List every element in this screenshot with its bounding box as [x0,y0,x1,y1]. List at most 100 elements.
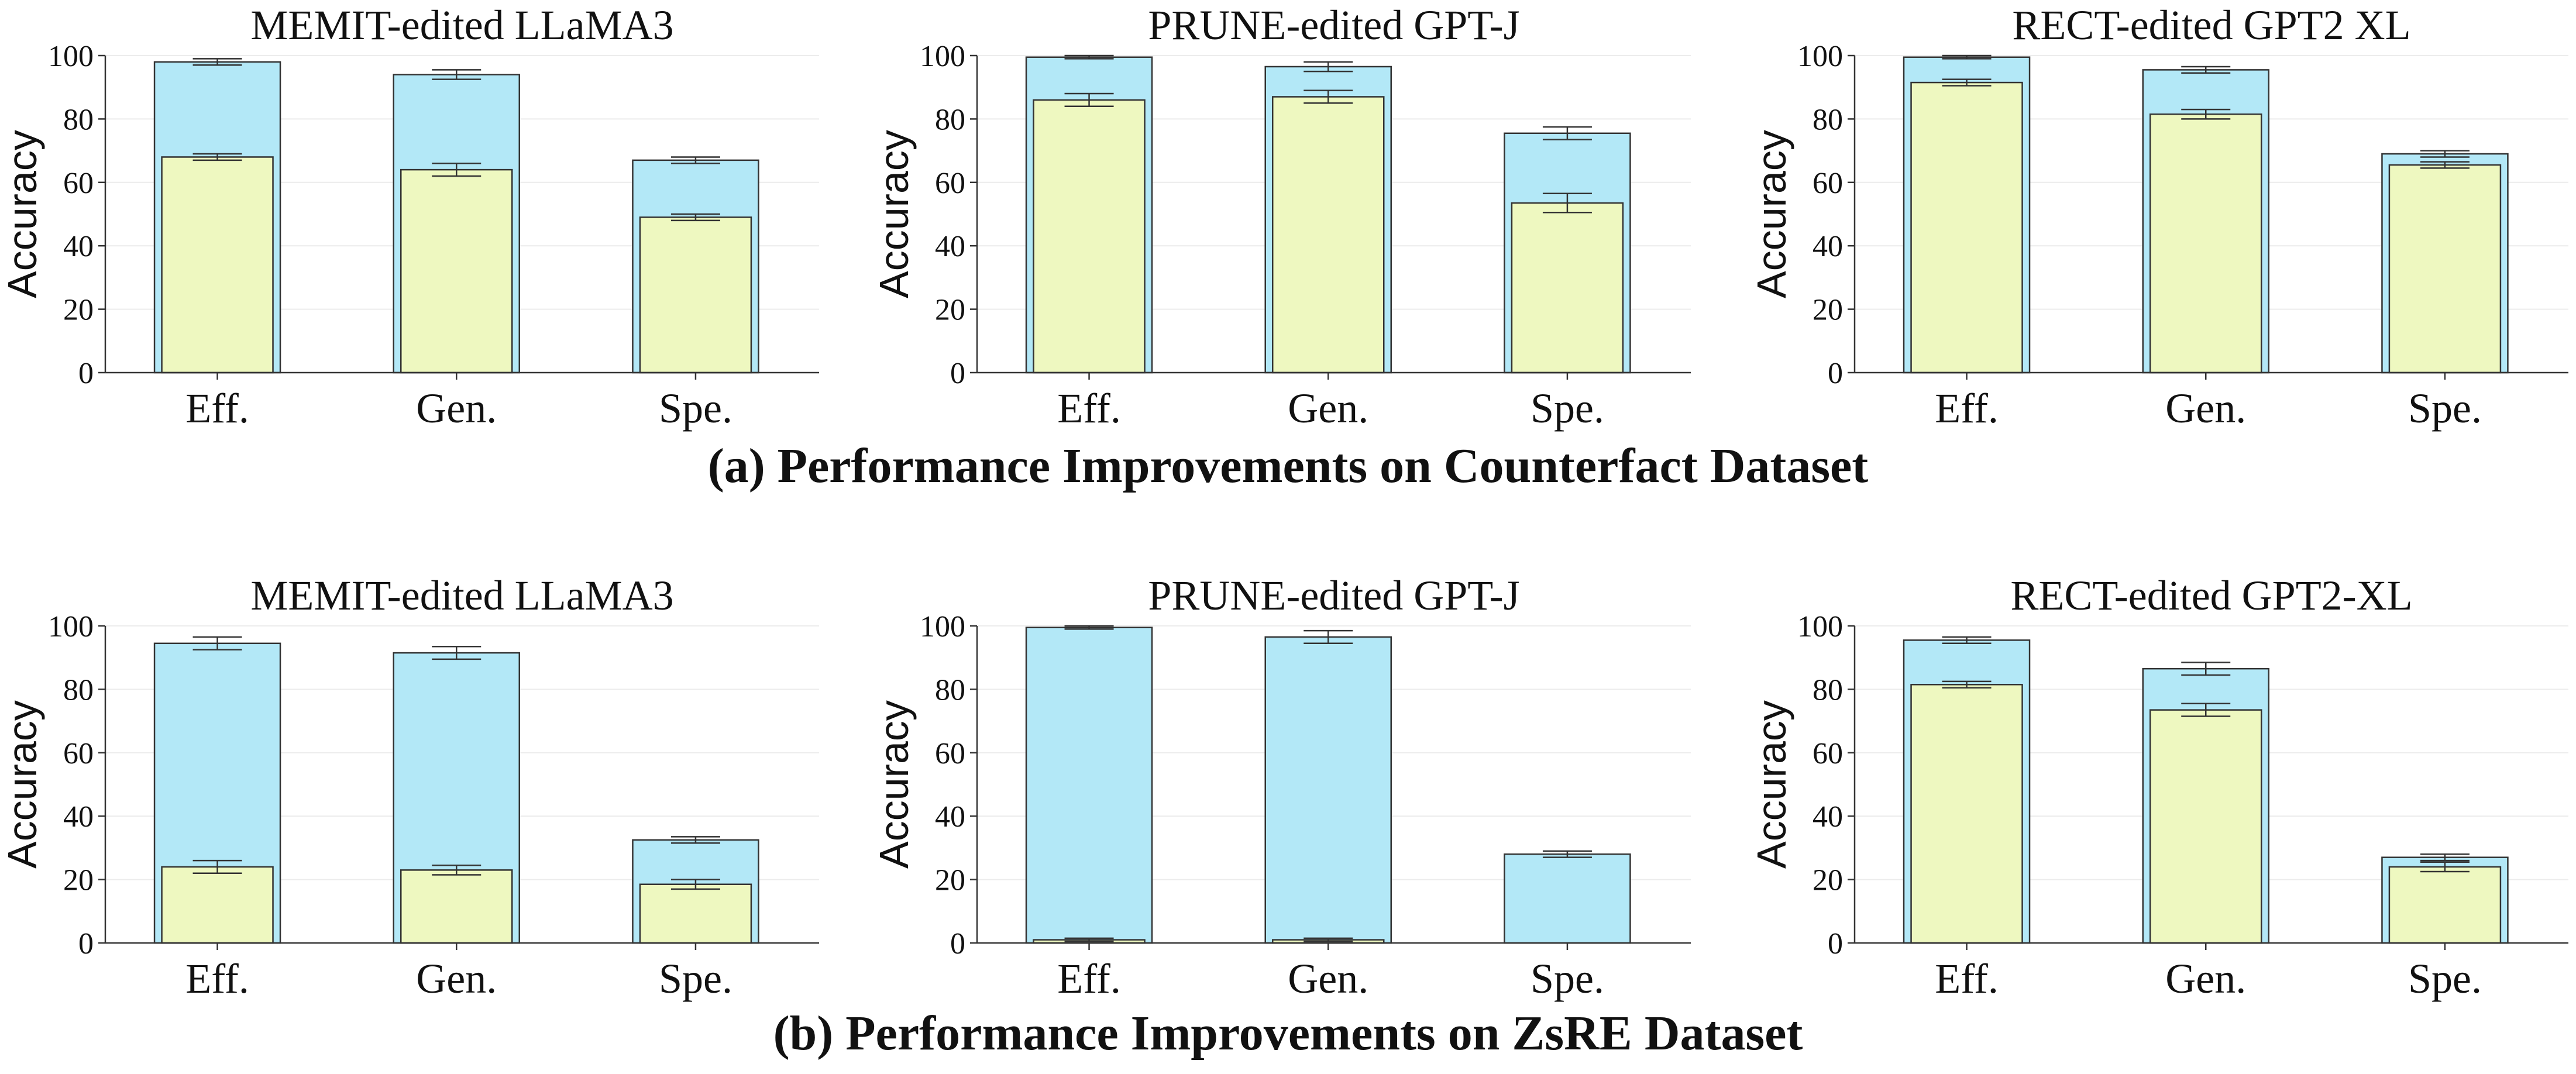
chart-6-ytick-label-4: 80 [1813,673,1843,707]
chart-3-ytick-label-5: 100 [1797,40,1843,73]
chart-5-xtick-label-0: Eff. [1057,955,1121,1002]
chart-1-ytick-label-2: 40 [63,230,94,263]
chart-6-errorbar-total-1 [2181,662,2231,676]
chart-6-errorbar-total-2 [2420,853,2470,862]
chart-4-xtick-label-1: Gen. [416,955,497,1002]
chart-5-ytick-label-0: 0 [950,927,965,961]
chart-5-ytick-label-3: 60 [935,737,965,770]
chart-2-ytick-label-0: 0 [950,357,965,390]
chart-2-xtick-label-2: Spe. [1531,385,1604,432]
chart-3-y-axis-label: Accuracy [1749,130,1794,298]
chart-1-bar-base-1 [400,168,513,374]
chart-5-errorbar-base-0 [1064,937,1114,942]
chart-6-ytick-label-2: 40 [1813,800,1843,834]
chart-1-errorbar-base-0 [192,153,242,161]
chart-4-y-axis-label: Accuracy [0,700,45,869]
chart-1-ytick-label-1: 20 [63,294,94,327]
chart-1-title: MEMIT-edited LLaMA3 [250,2,673,49]
chart-4-xtick-label-2: Spe. [659,955,732,1002]
chart-2-title: PRUNE-edited GPT-J [1148,2,1519,49]
chart-1-bar-base-0 [161,156,274,374]
chart-2-ytick-label-1: 20 [935,294,965,327]
chart-2-bar-base-2 [1511,202,1624,374]
chart-5-xtick-label-2: Spe. [1531,955,1604,1002]
chart-2-errorbar-base-2 [1542,192,1592,214]
chart-4-xtick-label-0: Eff. [185,955,249,1002]
chart-1-errorbar-total-2 [670,156,720,164]
chart-5-errorbar-base-1 [1304,937,1353,942]
chart-1-ytick-label-5: 100 [48,40,94,73]
chart-3-bar-base-2 [2388,164,2502,374]
chart-6-errorbar-base-1 [2181,703,2231,717]
chart-6-errorbar-base-2 [2420,861,2470,873]
chart-4-errorbar-base-2 [670,879,720,890]
chart-4-bar-base-2 [639,883,752,944]
chart-5-bar-total-1 [1264,636,1392,944]
chart-6-xtick-label-1: Gen. [2165,955,2246,1002]
chart-5-ytick-label-2: 40 [935,800,965,834]
chart-3-xtick-label-0: Eff. [1935,385,1999,432]
chart-6-ytick-label-1: 20 [1813,864,1843,897]
chart-6-y-axis-label: Accuracy [1749,700,1794,869]
chart-3-errorbar-total-1 [2181,66,2231,74]
chart-4-title: MEMIT-edited LLaMA3 [250,572,673,619]
chart-5-y-axis-label: Accuracy [871,700,917,869]
chart-1-ytick-label-3: 60 [63,167,94,200]
chart-4-ytick-label-0: 0 [78,927,94,961]
chart-5-errorbar-total-1 [1304,629,1353,645]
chart-6-xtick-label-2: Spe. [2408,955,2482,1002]
chart-1-xtick-label-1: Gen. [416,385,497,432]
chart-2-y-axis-label: Accuracy [871,130,917,298]
chart-5-errorbar-total-2 [1542,850,1592,858]
chart-5-bar-total-2 [1504,853,1631,944]
chart-6-errorbar-total-0 [1942,636,1992,645]
section-a-caption: (a) Performance Improvements on Counterf… [707,439,1869,493]
chart-4-errorbar-total-0 [192,636,242,650]
chart-4: MEMIT-edited LLaMA3 Accuracy 0 20 40 60 80 100 E… [0,572,819,1002]
chart-5-ytick-label-4: 80 [935,673,965,707]
chart-2-errorbar-base-0 [1064,92,1114,107]
chart-1-errorbar-base-2 [670,213,720,222]
chart-1-ytick-label-4: 80 [63,103,94,136]
chart-4-errorbar-total-1 [432,645,482,660]
chart-2-bar-base-0 [1033,99,1146,374]
chart-5-errorbar-total-0 [1064,625,1114,630]
chart-3-ytick-label-2: 40 [1813,230,1843,263]
chart-3-errorbar-total-2 [2420,150,2470,158]
chart-1-xtick-label-2: Spe. [659,385,732,432]
chart-2-ytick-label-4: 80 [935,103,965,136]
chart-1: MEMIT-edited LLaMA3 Accuracy 0 20 40 60 80 100 E… [0,2,819,432]
chart-3-xtick-label-1: Gen. [2165,385,2246,432]
chart-4-errorbar-base-0 [192,859,242,875]
chart-6-ytick-label-3: 60 [1813,737,1843,770]
chart-6: RECT-edited GPT2-XL Accuracy 0 20 40 60 80 100 E… [1749,572,2568,1002]
chart-3-ytick-label-0: 0 [1828,357,1843,390]
chart-5-bar-total-0 [1025,626,1153,944]
chart-2-ytick-label-5: 100 [920,40,965,73]
chart-4-ytick-label-3: 60 [63,737,94,770]
chart-2-errorbar-total-0 [1064,54,1114,60]
chart-5-ytick-label-5: 100 [920,610,965,643]
chart-2-xtick-label-1: Gen. [1288,385,1368,432]
chart-1-errorbar-total-0 [192,58,242,66]
chart-3: RECT-edited GPT2 XL Accuracy 0 20 40 60 80 100 E… [1749,2,2568,432]
chart-5-title: PRUNE-edited GPT-J [1148,572,1519,619]
chart-2-ytick-label-3: 60 [935,167,965,200]
chart-3-errorbar-total-0 [1942,54,1992,60]
chart-6-title: RECT-edited GPT2-XL [2010,572,2412,619]
chart-6-bar-base-0 [1910,684,2023,944]
chart-1-ytick-label-0: 0 [78,357,94,390]
chart-4-ytick-label-1: 20 [63,864,94,897]
chart-1-errorbar-total-1 [432,69,482,80]
chart-3-errorbar-base-0 [1942,78,1992,87]
chart-4-bar-base-1 [400,869,513,944]
chart-2-xtick-label-0: Eff. [1057,385,1121,432]
chart-6-errorbar-base-0 [1942,680,1992,689]
chart-2-errorbar-total-2 [1542,126,1592,140]
chart-6-xtick-label-0: Eff. [1935,955,1999,1002]
chart-6-bar-base-1 [2149,709,2262,944]
chart-3-title: RECT-edited GPT2 XL [2012,2,2410,49]
chart-6-ytick-label-5: 100 [1797,610,1843,643]
